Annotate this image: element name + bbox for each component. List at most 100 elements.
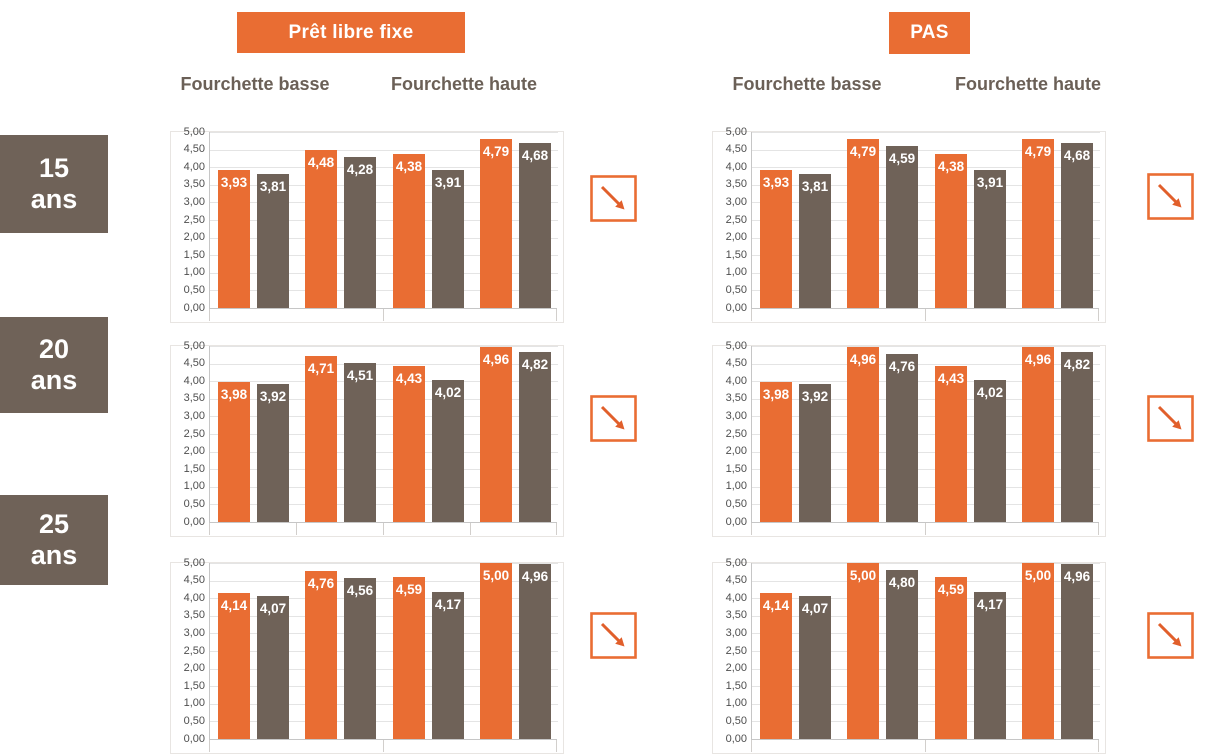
chart-pret-libre-fixe-15-ans: 5,00 4,50 4,00 3,50 3,00 2,50 2,00 1,50 1,00 0,50… <box>170 126 564 323</box>
x-axis-tick <box>383 309 384 321</box>
bar-orange-fourchette-haute: 4,38 <box>935 154 967 308</box>
gridline <box>752 616 1100 617</box>
chart-pret-libre-fixe-20-ans: 5,00 4,50 4,00 3,50 3,00 2,50 2,00 1,50 1,00 0,50… <box>170 340 564 537</box>
gridline <box>210 202 558 203</box>
plot-area: 3,98 3,92 4,96 4,76 4,43 4,02 4,96 4,82 <box>751 346 1100 522</box>
bar-gray-fourchette-basse: 4,28 <box>344 157 376 308</box>
bar-orange-fourchette-basse: 4,96 <box>847 347 879 522</box>
bar-gray-fourchette-basse: 4,07 <box>799 596 831 739</box>
y-axis: 5,00 4,50 4,00 3,50 3,00 2,50 2,00 1,50 1,00 0,50… <box>171 340 207 528</box>
bar-value-label: 4,43 <box>395 371 423 386</box>
bar-value-label: 4,28 <box>346 162 374 177</box>
bar-value-label: 4,71 <box>307 361 335 376</box>
gridline <box>210 399 558 400</box>
gridline <box>210 381 558 382</box>
y-tick-label: 5,00 <box>183 339 205 352</box>
y-tick-label: 3,00 <box>183 195 205 208</box>
duration-value: 15 <box>38 153 70 183</box>
diagonal-down-right-arrow-icon <box>1147 395 1194 442</box>
bar-gray-fourchette-haute: 3,91 <box>432 170 464 308</box>
bar-value-label: 4,38 <box>395 159 423 174</box>
x-axis-tick <box>1098 740 1099 752</box>
bar-orange-fourchette-haute: 4,79 <box>480 139 512 308</box>
x-axis-tick <box>470 523 471 535</box>
bar-value-label: 3,93 <box>762 175 790 190</box>
bar-orange-fourchette-haute: 4,96 <box>1022 347 1054 522</box>
diagonal-down-right-arrow-icon <box>590 175 637 222</box>
y-tick-label: 5,00 <box>183 556 205 569</box>
plot-area: 4,14 4,07 4,76 4,56 4,59 4,17 5,00 4,96 <box>209 563 558 739</box>
gridline <box>752 721 1100 722</box>
bar-orange-fourchette-haute: 4,59 <box>935 577 967 739</box>
diagonal-down-right-arrow-icon <box>1147 173 1194 220</box>
y-tick-label: 4,50 <box>183 143 205 156</box>
column-header-pas-fourchette-haute: Fourchette haute <box>954 74 1101 94</box>
y-tick-label: 0,50 <box>725 283 747 296</box>
y-tick-label: 1,00 <box>725 480 747 493</box>
y-tick-label: 0,50 <box>183 283 205 296</box>
bar-value-label: 4,07 <box>259 601 287 616</box>
y-tick-label: 4,00 <box>725 591 747 604</box>
y-tick-label: 2,50 <box>183 427 205 440</box>
x-axis-tick <box>1098 309 1099 321</box>
y-tick-label: 2,50 <box>725 213 747 226</box>
gridline <box>752 220 1100 221</box>
gridline <box>210 452 558 453</box>
trend-arrow-libre-25-ans <box>590 612 637 659</box>
bar-orange-fourchette-basse: 3,93 <box>218 170 250 308</box>
bar-value-label: 3,91 <box>434 175 462 190</box>
trend-arrow-pas-25-ans <box>1147 612 1194 659</box>
y-tick-label: 4,00 <box>183 374 205 387</box>
gridline <box>210 416 558 417</box>
bar-orange-fourchette-basse: 5,00 <box>847 563 879 739</box>
bar-orange-fourchette-haute: 4,43 <box>393 366 425 522</box>
y-tick-label: 4,00 <box>725 160 747 173</box>
duration-value: 25 <box>38 509 70 539</box>
x-axis-tick <box>209 523 210 535</box>
bar-gray-fourchette-haute: 4,68 <box>1061 143 1093 308</box>
gridline <box>210 346 558 347</box>
bar-value-label: 4,82 <box>521 357 549 372</box>
x-axis-tick <box>1098 523 1099 535</box>
y-tick-label: 4,50 <box>183 357 205 370</box>
y-tick-label: 4,00 <box>183 160 205 173</box>
bar-orange-fourchette-basse: 3,98 <box>218 382 250 522</box>
bar-orange-fourchette-basse: 3,93 <box>760 170 792 308</box>
x-axis-tick <box>383 740 384 752</box>
y-tick-label: 1,00 <box>725 697 747 710</box>
x-axis-tick <box>209 309 210 321</box>
bar-gray-fourchette-basse: 3,81 <box>799 174 831 308</box>
duration-badge-20-ans: 20 ans <box>0 317 108 413</box>
x-axis-tick <box>925 523 926 535</box>
bar-gray-fourchette-haute: 4,96 <box>519 564 551 739</box>
gridline <box>210 132 558 133</box>
gridline <box>752 452 1100 453</box>
gridline <box>752 132 1100 133</box>
y-tick-label: 0,00 <box>183 732 205 745</box>
bar-value-label: 4,68 <box>521 148 549 163</box>
y-tick-label: 0,00 <box>725 732 747 745</box>
bar-gray-fourchette-basse: 4,56 <box>344 578 376 739</box>
bar-value-label: 4,76 <box>888 359 916 374</box>
bar-gray-fourchette-haute: 4,02 <box>432 380 464 522</box>
bar-value-label: 4,80 <box>888 575 916 590</box>
gridline <box>210 487 558 488</box>
bar-value-label: 3,81 <box>259 179 287 194</box>
gridline <box>752 669 1100 670</box>
chart-pas-25-ans: 5,00 4,50 4,00 3,50 3,00 2,50 2,00 1,50 1,00 0,50… <box>712 557 1106 754</box>
bar-gray-fourchette-basse: 3,92 <box>257 384 289 522</box>
bar-orange-fourchette-haute: 4,96 <box>480 347 512 522</box>
y-tick-label: 3,50 <box>183 609 205 622</box>
product-header-pret-libre-fixe: Prêt libre fixe <box>237 12 465 53</box>
y-tick-label: 3,00 <box>183 626 205 639</box>
y-tick-label: 4,50 <box>183 574 205 587</box>
gridline <box>210 651 558 652</box>
bar-gray-fourchette-haute: 4,96 <box>1061 564 1093 739</box>
x-axis-tick <box>296 523 297 535</box>
bar-gray-fourchette-basse: 4,59 <box>886 146 918 308</box>
gridline <box>752 686 1100 687</box>
gridline <box>752 563 1100 564</box>
y-tick-label: 2,00 <box>725 231 747 244</box>
bar-value-label: 4,82 <box>1063 357 1091 372</box>
gridline <box>210 273 558 274</box>
